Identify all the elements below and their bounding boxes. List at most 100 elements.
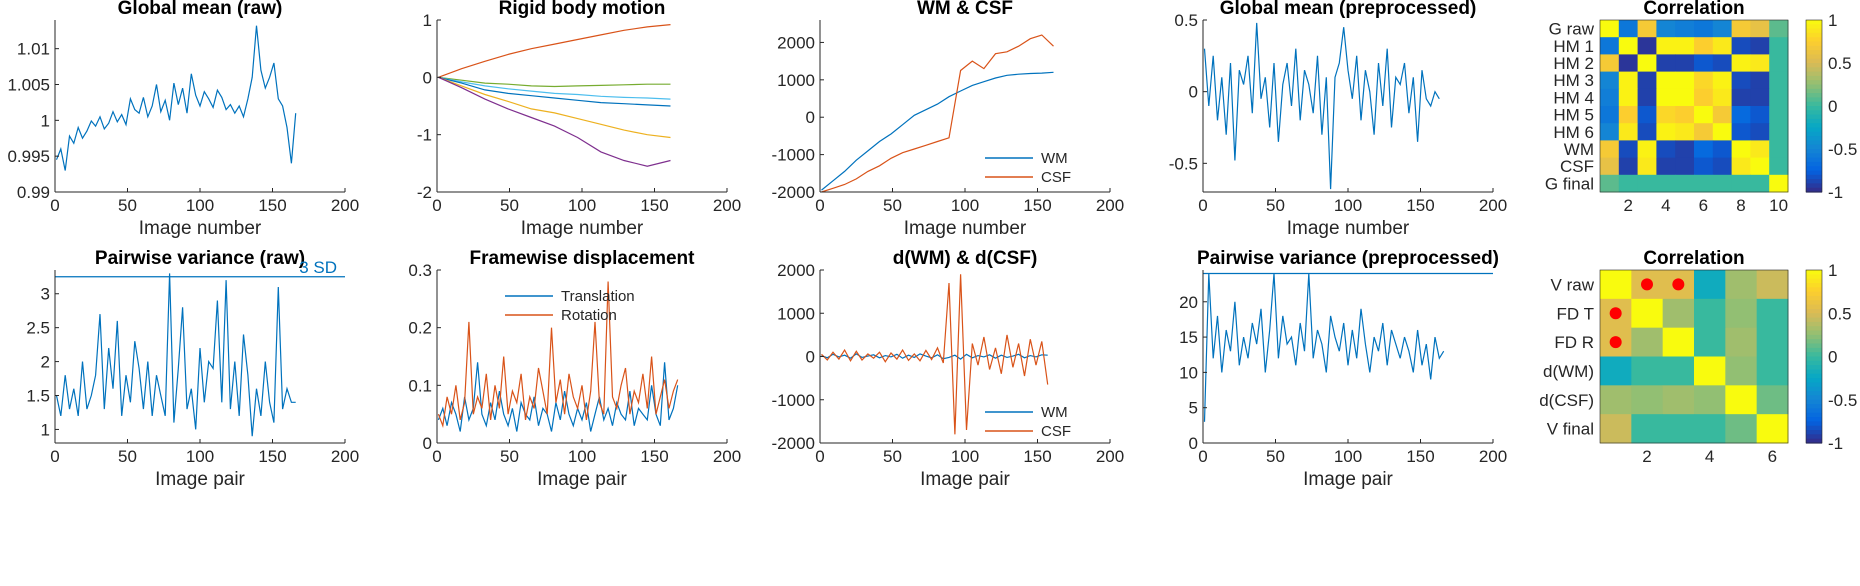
colorbar-segment [1806, 430, 1822, 435]
heatmap-cell [1731, 54, 1751, 73]
chart-wm_csf: WM & CSF 0 50 100 150 200 -2000 -1000 0 1000 2000 I… [772, 0, 1125, 239]
legend: Translation Rotation [505, 288, 635, 324]
chart-title: Correlation [1643, 0, 1744, 19]
heatmap-cell [1750, 88, 1770, 107]
significance-marker [1672, 278, 1685, 291]
heatmap-cell [1675, 54, 1695, 73]
series-line-wm [821, 71, 1054, 191]
row-label: G raw [1549, 20, 1595, 39]
colorbar-segment [1806, 287, 1822, 293]
heatmap-cell [1618, 174, 1639, 193]
x-tick-label: 100 [951, 196, 979, 215]
y-tick-label: -1000 [772, 146, 815, 165]
heatmap-cell [1656, 106, 1676, 124]
x-tick-label: 150 [1406, 447, 1434, 466]
heatmap-cell [1618, 106, 1639, 124]
heatmap-cell [1694, 174, 1714, 193]
heatmap-cell [1756, 414, 1789, 444]
heatmap-cell [1756, 298, 1789, 329]
x-tick-label: 0 [50, 196, 59, 215]
x-axis-label: Image pair [155, 469, 245, 490]
heatmap-cell [1675, 140, 1695, 159]
x-axis-label: Image pair [537, 469, 627, 490]
series-line-0 [1203, 22, 1440, 190]
x-tick-label: 6 [1768, 447, 1777, 466]
heatmap-cell [1631, 356, 1664, 386]
heatmap-cell [1725, 270, 1758, 300]
heatmap-cell [1769, 54, 1789, 73]
colorbar-segment [1806, 339, 1822, 345]
heatmap-cell [1694, 327, 1726, 357]
x-tick-label: 0 [815, 447, 824, 466]
colorbar-segment [1806, 123, 1822, 129]
colorbar-segment [1806, 20, 1822, 25]
heatmap-cell [1637, 174, 1657, 193]
heatmap-cell [1694, 298, 1726, 329]
colorbar-segment [1806, 421, 1822, 427]
x-tick-label: 200 [331, 196, 359, 215]
colorbar-segment [1806, 101, 1822, 107]
colorbar-segment [1806, 187, 1822, 193]
x-tick-label: 100 [1334, 196, 1362, 215]
legend-entry: WM [1041, 404, 1068, 421]
heatmap-cell [1731, 157, 1751, 176]
heatmap-cell [1750, 157, 1770, 176]
y-tick-label: -2000 [772, 183, 815, 202]
heatmap-border [1599, 19, 1789, 193]
chart-title: Rigid body motion [499, 0, 666, 19]
row-label: HM 5 [1553, 106, 1594, 125]
x-tick-label: 2 [1642, 447, 1651, 466]
legend-entry: Rotation [561, 307, 617, 324]
heatmap-cell [1769, 20, 1789, 38]
heatmap-cell [1769, 174, 1789, 193]
colorbar-segment [1806, 395, 1822, 401]
colorbar-segment [1806, 24, 1822, 30]
x-tick-label: 50 [883, 447, 902, 466]
x-tick-label: 150 [1023, 196, 1051, 215]
heatmap-cell [1656, 88, 1676, 107]
heatmap-cell [1656, 71, 1676, 90]
heatmap-cell [1694, 123, 1714, 141]
colorbar-segment [1806, 136, 1822, 141]
colorbar-segment [1806, 32, 1822, 38]
heatmap-cell [1600, 20, 1620, 38]
row-label: HM 2 [1553, 54, 1594, 73]
colorbar-tick-label: -1 [1828, 183, 1843, 202]
heatmap-cell [1756, 356, 1789, 386]
row-label: V final [1547, 420, 1594, 439]
heatmap-cell [1618, 71, 1639, 90]
colorbar-tick-label: 0.5 [1828, 54, 1852, 73]
x-tick-label: 0 [432, 447, 441, 466]
heatmap-cell [1600, 54, 1620, 73]
heatmap-cell [1694, 270, 1726, 300]
heatmap-cell [1769, 106, 1789, 124]
row-label: G final [1545, 174, 1594, 193]
colorbar-border [1805, 269, 1823, 444]
heatmap-cell [1637, 54, 1657, 73]
heatmap-cell [1750, 71, 1770, 90]
x-tick-label: 150 [1406, 196, 1434, 215]
colorbar-segment [1806, 304, 1822, 310]
y-tick-label: 2000 [777, 33, 815, 52]
legend-entry: CSF [1041, 169, 1071, 186]
x-tick-label: 50 [1266, 447, 1285, 466]
colorbar-segment [1806, 282, 1822, 288]
colorbar-segment [1806, 438, 1822, 444]
heatmap-cell [1769, 123, 1789, 141]
heatmap-cell [1656, 20, 1676, 38]
row-label: HM 4 [1553, 88, 1594, 107]
colorbar-segment [1806, 382, 1822, 388]
heatmap-cell [1750, 123, 1770, 141]
colorbar-segment [1806, 179, 1822, 184]
heatmap-cell [1694, 20, 1714, 38]
colorbar-segment [1806, 425, 1822, 431]
heatmap-cell [1600, 37, 1620, 55]
y-tick-label: 1000 [777, 71, 815, 90]
x-tick-label: 200 [1096, 447, 1124, 466]
colorbar-segment [1806, 50, 1822, 55]
heatmap-cell [1675, 37, 1695, 55]
series-line-0 [1203, 273, 1445, 422]
chart-title: Correlation [1643, 248, 1744, 269]
colorbar-segment [1806, 88, 1822, 94]
y-tick-label: 0.2 [408, 319, 432, 338]
